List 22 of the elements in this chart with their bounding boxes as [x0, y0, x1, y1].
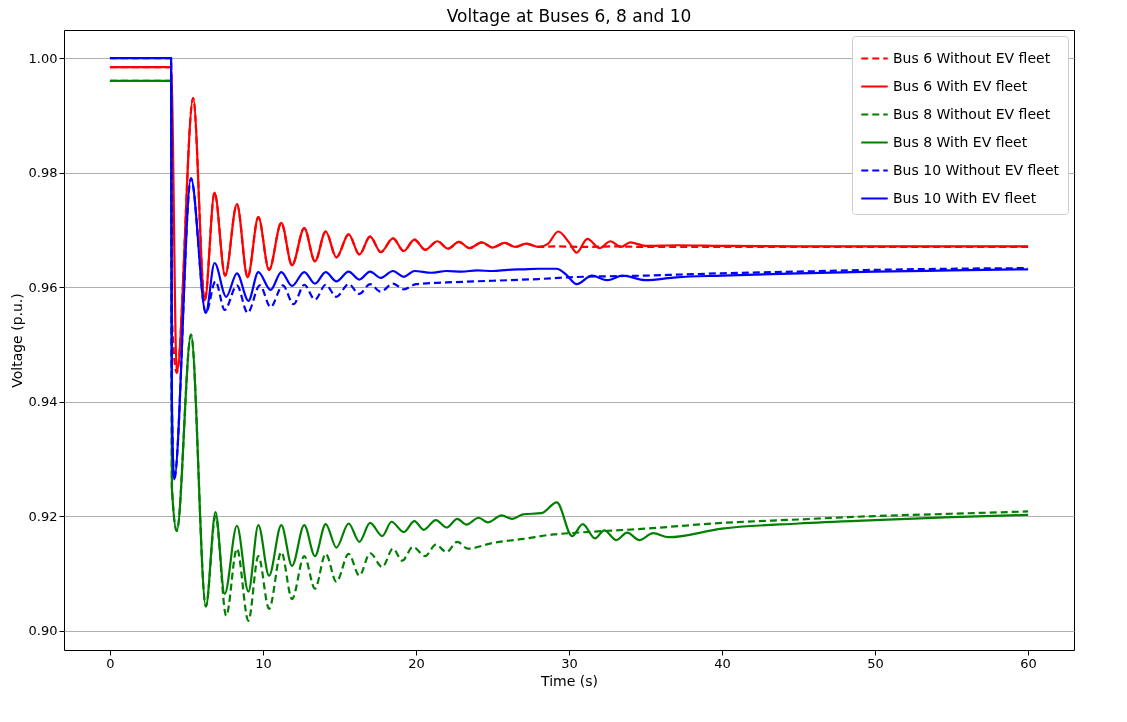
x-axis-title: Time (s) — [540, 672, 598, 689]
x-tick-label: 50 — [867, 655, 884, 671]
y-tick-label: 0.92 — [28, 508, 58, 524]
chart-title: Voltage at Buses 6, 8 and 10 — [446, 6, 692, 26]
y-tick-label: 0.96 — [28, 279, 58, 295]
y-tick-label: 0.90 — [28, 623, 58, 639]
x-tick-label: 40 — [714, 655, 731, 671]
legend-label: Bus 6 Without EV fleet — [893, 49, 1051, 66]
y-tick-label: 0.98 — [28, 165, 58, 181]
x-tick-label: 0 — [106, 655, 115, 671]
x-tick-label: 60 — [1020, 655, 1037, 671]
y-tick-label: 0.94 — [28, 394, 58, 410]
legend-label: Bus 8 Without EV fleet — [893, 105, 1051, 122]
x-tick-label: 20 — [408, 655, 425, 671]
legend-label: Bus 8 With EV fleet — [893, 133, 1028, 150]
x-tick-label: 10 — [255, 655, 272, 671]
y-tick-label: 1.00 — [28, 50, 58, 66]
legend-label: Bus 10 With EV fleet — [893, 189, 1037, 206]
y-axis-title: Voltage (p.u.) — [8, 293, 25, 388]
legend-label: Bus 10 Without EV fleet — [893, 161, 1060, 178]
legend-label: Bus 6 With EV fleet — [893, 77, 1028, 94]
x-tick-label: 30 — [561, 655, 578, 671]
